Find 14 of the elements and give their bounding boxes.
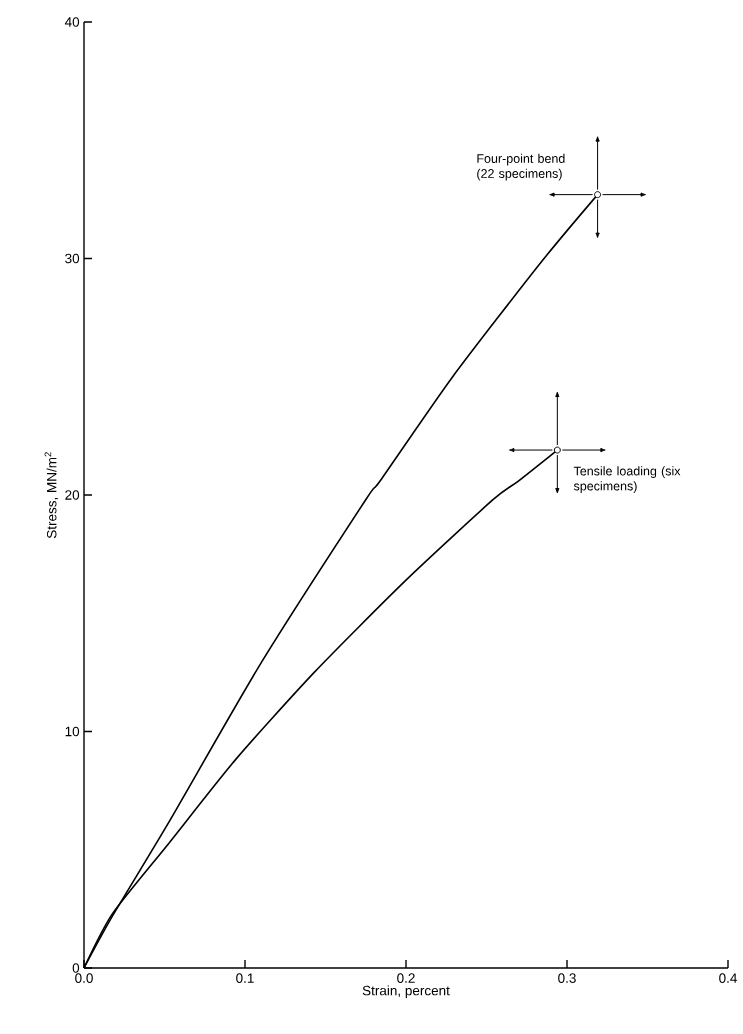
y-tick-label: 0: [72, 963, 80, 973]
annotation: Four-point bend (22 specimens): [477, 153, 565, 181]
x-tick-label: 0.0: [75, 973, 93, 983]
y-tick-label: 10: [65, 726, 80, 737]
x-axis-title: Strain, percent: [362, 985, 450, 999]
y-tick-label: 40: [64, 17, 80, 27]
y-tick-label: 20: [65, 490, 80, 500]
x-tick-label: 0.3: [558, 973, 576, 983]
x-tick-label: 0.2: [397, 973, 415, 983]
x-tick-label: 0.4: [719, 973, 737, 983]
annotation: Tensile loading (six specimens): [573, 466, 681, 493]
y-tick-label: 30: [65, 253, 80, 264]
x-tick-label: 0.1: [236, 973, 254, 983]
y-axis-title: Stress, MN/m$^{2}$: [44, 452, 59, 539]
